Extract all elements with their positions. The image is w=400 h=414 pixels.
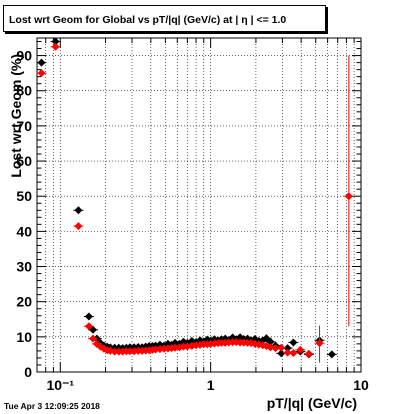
plot-frame [36,37,362,373]
data-point [84,312,93,321]
y-tick-label: 50 [16,188,32,204]
x-axis-label: pT/|q| (GeV/c) [267,395,357,411]
axis-tick-labels: 10⁻¹ 1 10 0 10 20 30 40 50 60 70 80 90 [16,48,369,393]
data-point [84,322,93,331]
axis-ticks [37,38,362,373]
series-group-1 [36,42,354,363]
data-point [37,58,46,67]
y-tick-label: 60 [16,153,32,169]
y-tick-label: 20 [16,294,32,310]
y-tick-label: 90 [16,48,32,64]
data-point [277,349,286,358]
y-tick-label: 0 [24,364,32,380]
data-point [304,349,313,358]
data-point [51,37,60,46]
data-point [327,350,336,359]
data-point [283,344,292,353]
y-tick-label: 70 [16,118,32,134]
y-tick-label: 30 [16,259,32,275]
data-point [51,42,60,51]
data-point [88,334,97,343]
data-point [74,206,83,215]
chart-title: Lost wrt Geom for Global vs pT/|q| (GeV/… [9,14,287,26]
chart-title-box: Lost wrt Geom for Global vs pT/|q| (GeV/… [3,5,326,32]
data-point [74,222,83,231]
y-tick-label: 40 [16,223,32,239]
data-point [277,343,286,352]
y-axis-label: Lost wrt Geom (%) [8,54,24,178]
grid-lines [37,38,361,372]
data-point [315,339,324,348]
data-point [296,345,305,354]
x-tick-label: 10⁻¹ [46,377,74,393]
y-tick-label: 80 [16,83,32,99]
y-tick-label: 10 [16,329,32,345]
data-series [36,37,354,363]
data-point [289,338,298,347]
data-point [266,343,275,352]
data-point [266,337,275,346]
timestamp: Tue Apr 3 12:09:25 2018 [4,401,100,411]
x-tick-label: 1 [207,377,215,393]
x-tick-label: 10 [353,377,369,393]
data-point [271,344,280,353]
data-point [289,349,298,358]
data-point [344,192,353,201]
data-point [283,348,292,357]
series-group-0 [36,37,337,359]
data-point [37,69,46,78]
